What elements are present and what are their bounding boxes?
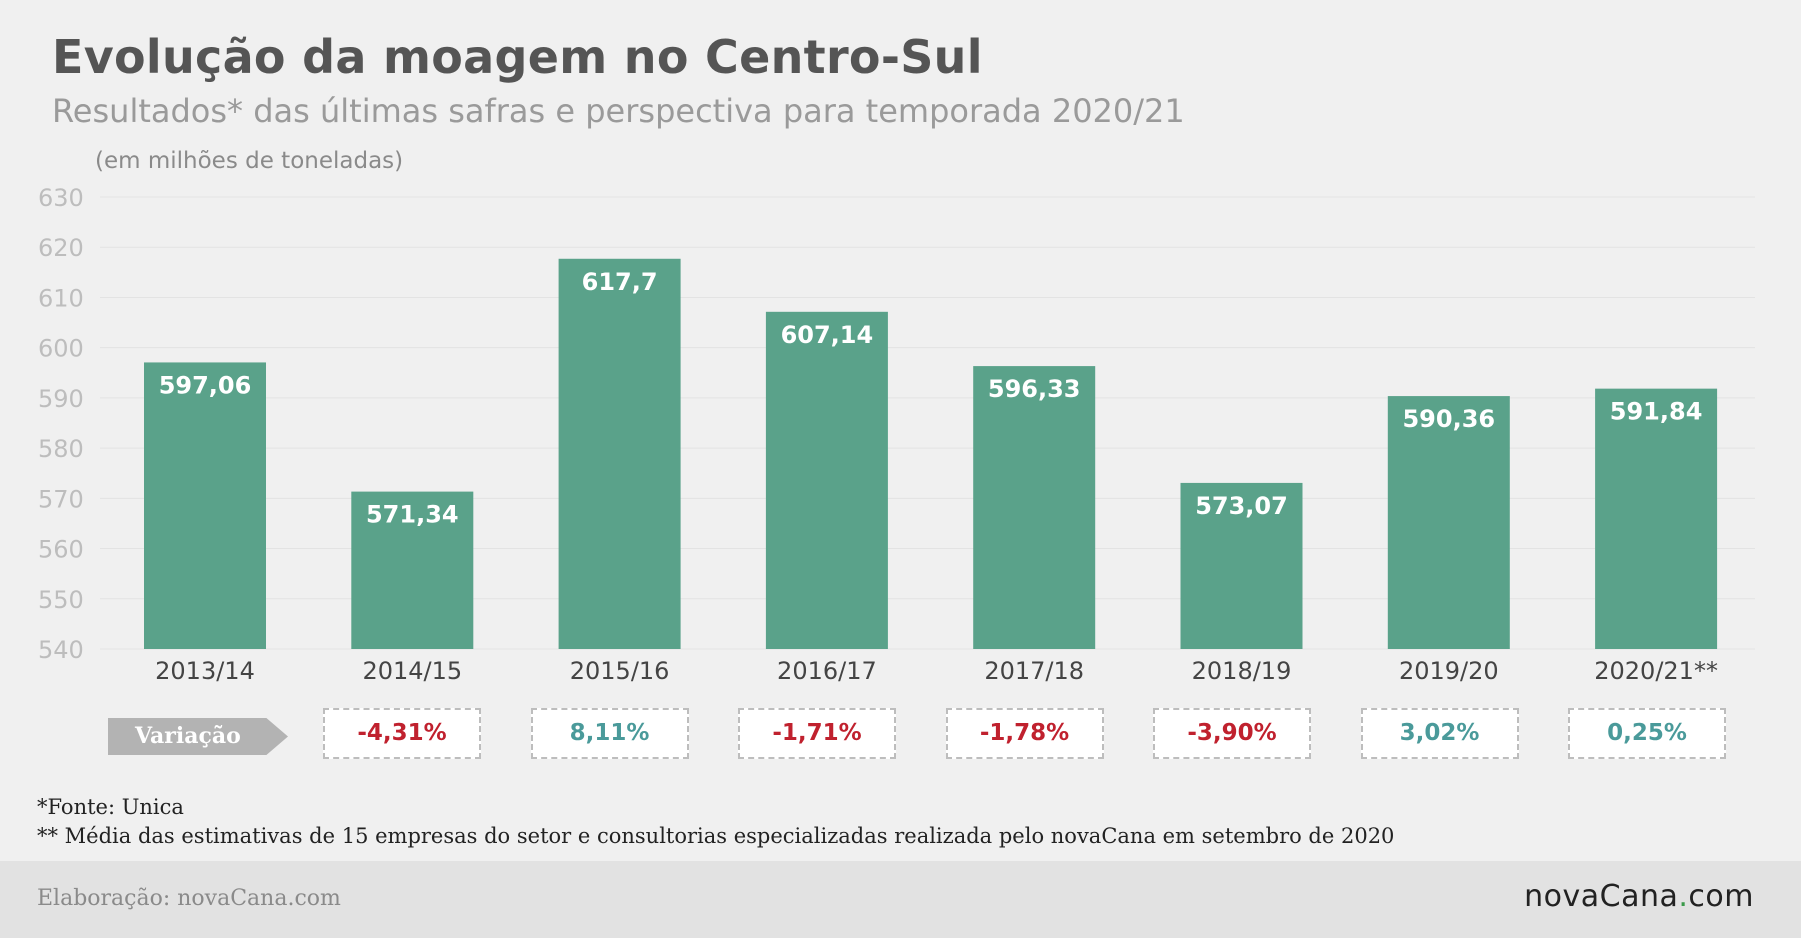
x-tick-label: 2019/20 [1399, 657, 1499, 685]
bar [351, 491, 474, 649]
variation-box: -3,90% [1153, 708, 1311, 759]
novacana-logo[interactable]: novaCana.com [1524, 879, 1754, 914]
credit-text: Elaboração: novaCana.com [37, 886, 341, 911]
x-tick-label: 2015/16 [570, 657, 670, 685]
bar [558, 258, 681, 649]
estimate-note: ** Média das estimativas de 15 empresas … [37, 824, 1395, 848]
x-axis-ticks: 2013/14 2014/15 2015/16 2016/17 2017/18 2018/… [155, 657, 1718, 685]
bar-value-label: 571,34 [366, 501, 459, 529]
bar [1180, 482, 1303, 649]
unit-label: (em milhões de toneladas) [95, 148, 404, 174]
bar [1595, 388, 1718, 649]
bar-value-label: 597,06 [159, 371, 252, 399]
y-tick-label: 560 [38, 536, 84, 564]
source-note: *Fonte: Unica [37, 795, 184, 819]
variation-box: -1,71% [738, 708, 896, 759]
bar-value-label: 590,36 [1402, 405, 1495, 433]
y-tick-label: 550 [38, 586, 84, 614]
y-tick-label: 600 [38, 335, 84, 363]
bar-value-label: 596,33 [988, 375, 1081, 403]
bar-value-label: 607,14 [781, 321, 874, 349]
y-tick-label: 630 [38, 184, 84, 212]
x-tick-label: 2014/15 [362, 657, 462, 685]
x-tick-label: 2017/18 [984, 657, 1084, 685]
variation-box: -4,31% [323, 708, 481, 759]
logo-main: novaCana [1524, 879, 1679, 914]
y-tick-label: 610 [38, 284, 84, 312]
bar [765, 311, 888, 649]
y-tick-label: 590 [38, 385, 84, 413]
x-tick-label: 2016/17 [777, 657, 877, 685]
x-tick-label: 2018/19 [1192, 657, 1292, 685]
y-axis-ticks: 540 550 560 570 580 590 600 610 620 630 [38, 184, 84, 664]
bar [973, 366, 1096, 649]
y-tick-label: 540 [38, 636, 84, 664]
bar-chart: 540 550 560 570 580 590 600 610 620 630 597,06 571… [38, 184, 1755, 685]
y-tick-label: 620 [38, 234, 84, 262]
y-tick-label: 570 [38, 485, 84, 513]
chart-title: Evolução da moagem no Centro-Sul [52, 30, 983, 84]
bar-value-label: 573,07 [1195, 492, 1288, 520]
variation-label: Variação [108, 718, 288, 755]
variation-box: 0,25% [1568, 708, 1726, 759]
footer-bar: Elaboração: novaCana.com novaCana.com [0, 861, 1801, 938]
chart-subtitle: Resultados* das últimas safras e perspec… [52, 92, 1185, 130]
x-tick-label: 2013/14 [155, 657, 255, 685]
variation-box: -1,78% [945, 708, 1104, 759]
bar [1387, 396, 1510, 649]
logo-tld: com [1688, 879, 1754, 914]
bar-value-label: 591,84 [1610, 398, 1703, 426]
variation-box: 8,11% [530, 708, 689, 759]
bar [144, 362, 266, 649]
x-tick-label: 2020/21** [1594, 657, 1718, 685]
logo-dot: . [1678, 879, 1689, 914]
bars: 597,06 571,34 617,7 607,14 596,33 573,07 590,3… [144, 258, 1718, 649]
y-tick-label: 580 [38, 435, 84, 463]
bar-value-label: 617,7 [582, 268, 658, 296]
variation-box: 3,02% [1360, 708, 1519, 759]
